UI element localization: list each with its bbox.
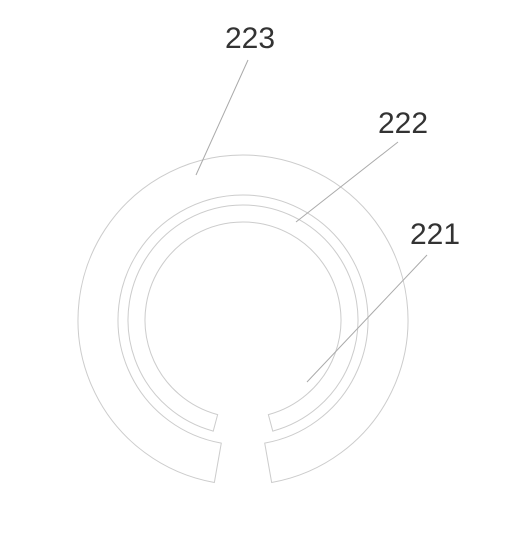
label-222-leader: [296, 142, 398, 222]
label-221: 221: [410, 218, 460, 252]
diagram-container: 223 222 221: [0, 0, 512, 544]
label-223: 223: [225, 22, 275, 56]
ring-diagram: [0, 0, 512, 544]
label-222: 222: [378, 107, 428, 141]
label-221-leader: [307, 255, 427, 382]
label-223-leader: [196, 60, 248, 175]
